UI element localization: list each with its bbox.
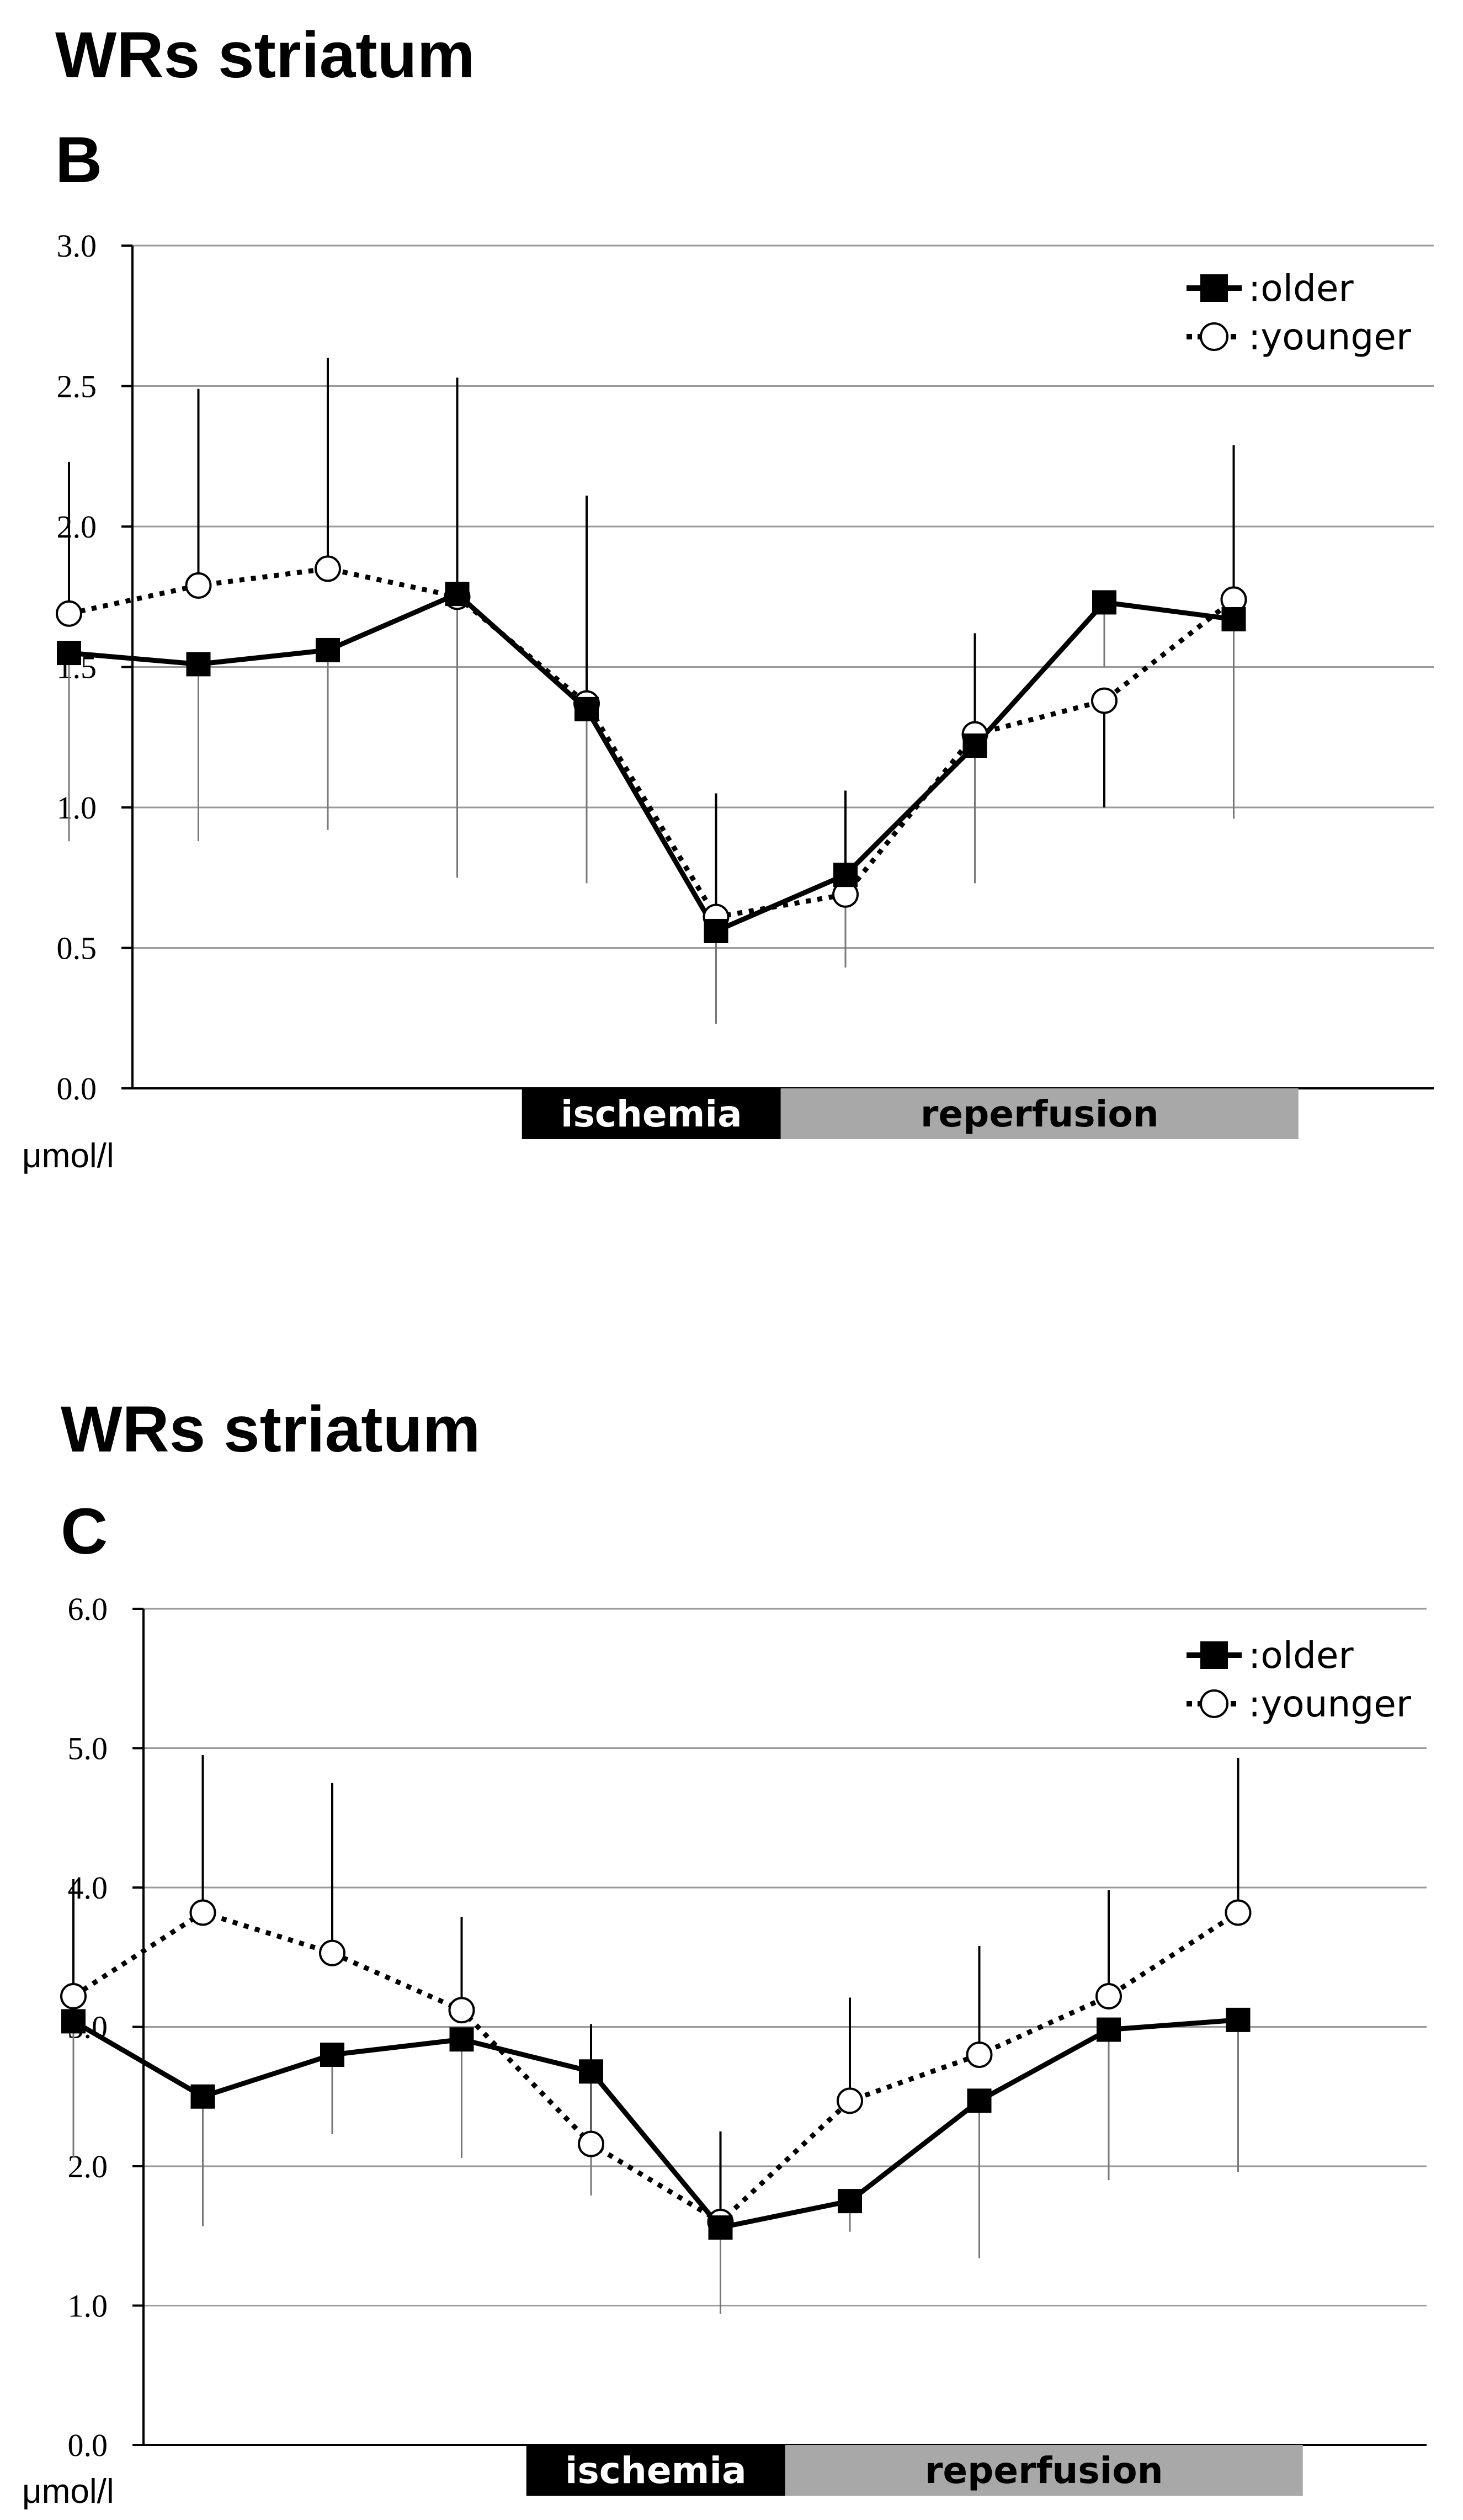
data-point-older [704, 918, 728, 943]
error-bars [68, 358, 1235, 1024]
y-tick-label: 2.0 [68, 2149, 108, 2184]
period-label: ischemia [565, 2449, 747, 2492]
panel-letter: C [61, 1495, 108, 1568]
data-point-older [708, 2215, 733, 2240]
data-point-older [445, 582, 470, 607]
data-point-older [1221, 607, 1246, 631]
data-point-younger [315, 555, 341, 582]
series-line-older [72, 2017, 1238, 2230]
y-tick-label: 2.5 [57, 369, 97, 405]
gridlines [143, 1608, 1427, 2306]
data-point-younger [60, 1982, 87, 2009]
period-bar: ischemia reperfusion [526, 2445, 1303, 2496]
data-point-older [186, 652, 211, 677]
data-point-older [1097, 2017, 1121, 2042]
panel-letter: B [55, 124, 102, 196]
legend-older-label: :older [1248, 267, 1354, 310]
data-point-older [449, 2027, 474, 2052]
data-point-older [57, 641, 81, 666]
error-bars [72, 1755, 1239, 2314]
period-label: reperfusion [921, 1093, 1159, 1135]
data-markers [60, 1899, 1252, 2240]
legend-younger-label: :younger [1248, 1683, 1412, 1725]
data-point-younger [185, 572, 212, 599]
data-markers [56, 555, 1247, 943]
data-point-younger [189, 1899, 216, 1926]
legend-older-marker [1200, 274, 1228, 302]
legend: :older :younger [1187, 267, 1412, 358]
period-label: ischemia [561, 1093, 742, 1135]
data-point-younger [966, 2041, 993, 2068]
legend: :older :younger [1187, 1634, 1412, 1725]
data-point-older [320, 2043, 344, 2067]
chart-panel-c: WRs striatum C 0.01.02.03.04.05.06.0 isc… [22, 1393, 1427, 2511]
data-point-younger [56, 600, 82, 627]
data-point-older [1226, 2007, 1251, 2032]
period-bar: ischemia reperfusion [522, 1088, 1299, 1139]
data-point-older [962, 733, 987, 758]
period-ischemia [522, 1088, 781, 1139]
y-tick-labels: 0.00.51.01.52.02.53.0 [57, 228, 97, 1107]
data-point-older [838, 2189, 862, 2214]
gridlines [132, 244, 1434, 949]
series-line-younger [72, 1910, 1239, 2225]
data-point-older [190, 2084, 215, 2109]
series-line-younger [68, 566, 1236, 920]
period-reperfusion [785, 2445, 1303, 2496]
y-tick-label: 5.0 [68, 1731, 108, 1767]
y-axis-unit-label: μmol/l [22, 2473, 114, 2511]
y-tick-label: 0.5 [57, 931, 97, 966]
data-point-older [316, 637, 340, 662]
y-tick-label: 0.0 [57, 1071, 97, 1107]
series-lines [68, 566, 1236, 934]
y-tick-label: 1.0 [57, 790, 97, 826]
series-line-older [68, 591, 1235, 934]
data-point-older [967, 2088, 992, 2113]
y-axis-unit-label: μmol/l [22, 1137, 114, 1175]
legend-younger-marker [1200, 1689, 1228, 1718]
data-point-younger [837, 2087, 863, 2114]
y-tick-label: 1.0 [68, 2288, 108, 2324]
chart-title: WRs striatum [55, 19, 475, 92]
y-tick-labels: 0.01.02.03.04.05.06.0 [68, 1591, 108, 2463]
data-point-younger [319, 1939, 345, 1966]
legend-younger-label: :younger [1248, 316, 1412, 358]
legend-younger-marker [1200, 322, 1228, 351]
period-label: reperfusion [925, 2449, 1163, 2492]
data-point-older [833, 863, 858, 887]
data-point-younger [1225, 1899, 1252, 1926]
data-point-older [579, 2059, 603, 2084]
period-reperfusion [780, 1088, 1299, 1139]
chart-panel-b: WRs striatum B 0.00.51.01.52.02.53.0 isc… [22, 19, 1434, 1175]
data-point-older [1092, 590, 1116, 615]
data-point-younger [578, 2130, 604, 2157]
data-point-older [61, 2009, 86, 2034]
legend-older-marker [1200, 1641, 1228, 1669]
y-tick-label: 2.0 [57, 509, 97, 545]
period-ischemia [526, 2445, 785, 2496]
series-lines [72, 1910, 1239, 2230]
chart-title: WRs striatum [61, 1393, 481, 1466]
data-point-younger [448, 1997, 475, 2024]
data-point-older [574, 697, 599, 721]
data-point-younger [1091, 687, 1118, 714]
y-tick-label: 0.0 [68, 2427, 108, 2463]
legend-older-label: :older [1248, 1634, 1354, 1677]
y-tick-label: 6.0 [68, 1591, 108, 1627]
data-point-younger [1095, 1982, 1122, 2009]
y-tick-label: 3.0 [57, 228, 97, 264]
